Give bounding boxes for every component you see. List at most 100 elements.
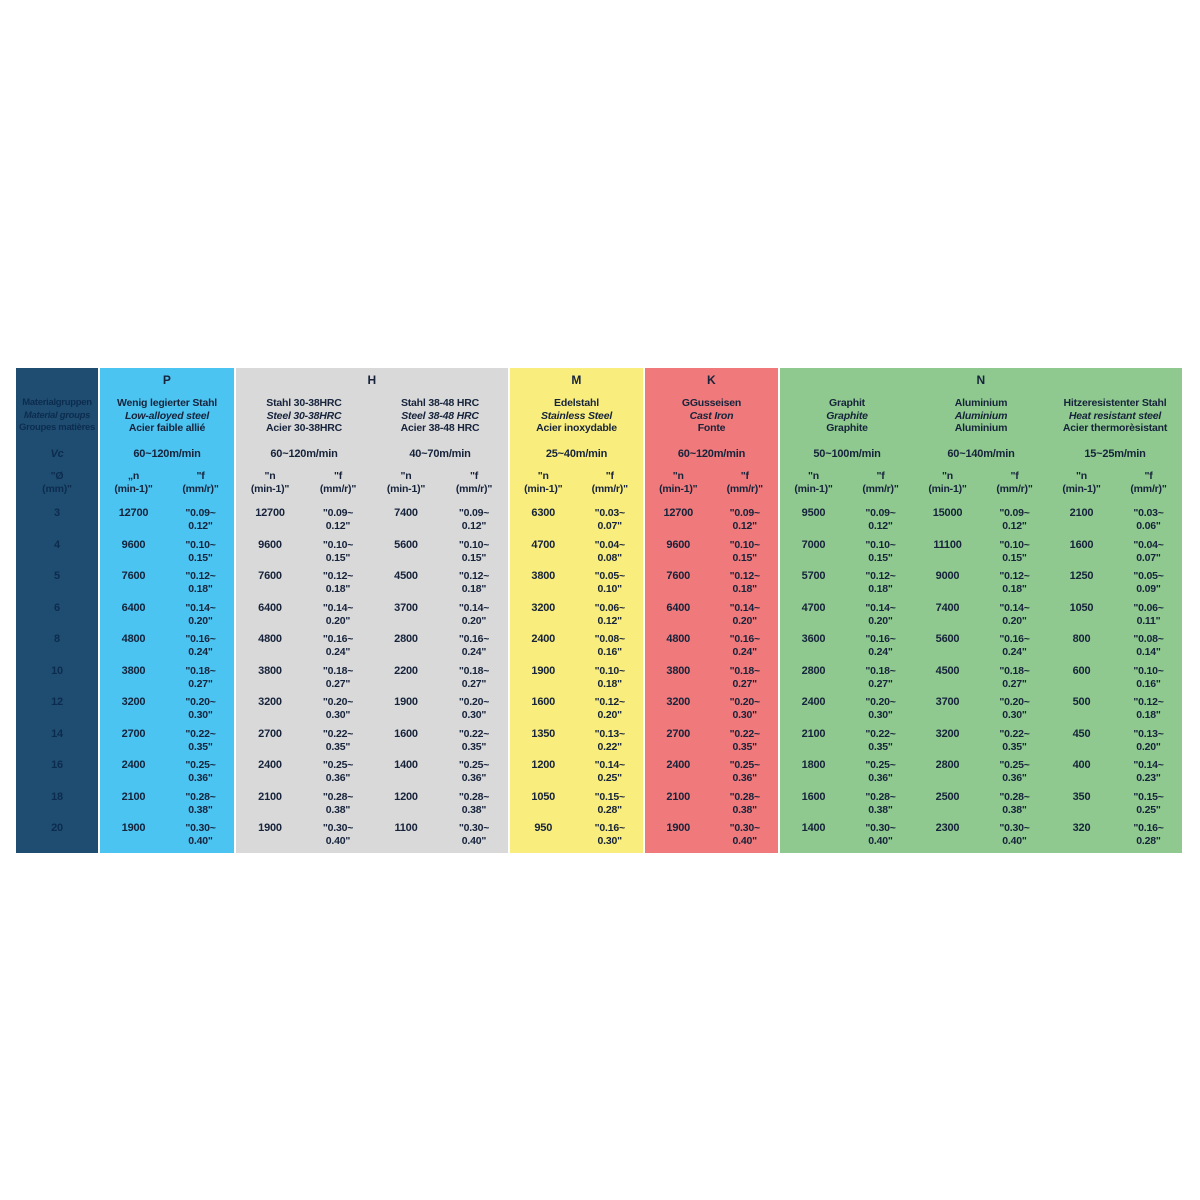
f-range-cell: "0.05~ 0.10" bbox=[594, 570, 626, 595]
n-value-cell: 4700 bbox=[531, 538, 556, 551]
n-value-cell: 2400 bbox=[531, 633, 556, 645]
n-value-cell: 2400 bbox=[258, 759, 282, 771]
data-row: 2700 "0.22~ 0.35" bbox=[236, 727, 372, 759]
n-value-cell: 12700 bbox=[663, 507, 694, 519]
material-name-de: Wenig legierter Stahl bbox=[116, 397, 218, 409]
n-value-cell: 3700 bbox=[394, 601, 418, 614]
f-header: "f (mm/r)" bbox=[1130, 470, 1167, 495]
material-name-de: Graphit bbox=[829, 397, 865, 409]
f-range-cell: "0.12~ 0.18" bbox=[322, 570, 354, 595]
f-range-cell: "0.16~ 0.24" bbox=[865, 633, 896, 658]
f-range-cell: "0.10~ 0.15" bbox=[185, 538, 216, 564]
material-name-fr: Aluminium bbox=[954, 422, 1008, 434]
cutting-speed: 25~40m/min bbox=[545, 448, 608, 460]
f-range-cell: "0.18~ 0.27" bbox=[999, 664, 1030, 690]
nf-header: "n (min-1)" "f (mm/r)" bbox=[1048, 467, 1182, 506]
material-name-en: Steel 30-38HRC bbox=[266, 409, 342, 422]
data-row: 2100 "0.22~ 0.35" bbox=[780, 727, 914, 759]
f-range-cell: "0.09~ 0.12" bbox=[458, 507, 490, 532]
data-row: 6400 "0.14~ 0.20" bbox=[645, 601, 778, 633]
n-value-cell: 6400 bbox=[666, 601, 691, 614]
f-range-cell: "0.12~ 0.18" bbox=[458, 570, 490, 595]
label-column-spacer bbox=[16, 368, 98, 392]
n-value-cell: 12700 bbox=[118, 507, 149, 519]
n-value-cell: 5700 bbox=[801, 570, 826, 582]
data-row: 1800 "0.25~ 0.36" bbox=[780, 758, 914, 790]
f-range-cell: "0.12~ 0.18" bbox=[999, 570, 1030, 595]
f-range-cell: "0.14~ 0.20" bbox=[322, 601, 354, 627]
n-value-cell: 9600 bbox=[666, 538, 691, 551]
data-row: 3200 "0.20~ 0.30" bbox=[100, 695, 234, 727]
f-range-cell: "0.14~ 0.20" bbox=[729, 601, 761, 627]
f-range-cell: "0.22~ 0.35" bbox=[322, 727, 354, 753]
f-range-cell: "0.06~ 0.11" bbox=[1133, 601, 1164, 627]
n-value-cell: 11100 bbox=[933, 538, 962, 551]
diameter-cell: 16 bbox=[51, 759, 63, 771]
n-value-cell: 1900 bbox=[531, 664, 556, 677]
n-value-cell: 1100 bbox=[394, 822, 418, 834]
f-range-cell: "0.10~ 0.15" bbox=[322, 538, 354, 564]
f-range-cell: "0.12~ 0.18" bbox=[865, 570, 896, 595]
n-value-cell: 2400 bbox=[121, 759, 146, 771]
f-range-cell: "0.30~ 0.40" bbox=[865, 822, 896, 847]
f-range-cell: "0.04~ 0.08" bbox=[594, 538, 626, 564]
material-groups-label-en: Material groups bbox=[23, 409, 91, 421]
f-range-cell: "0.10~ 0.15" bbox=[729, 538, 761, 564]
n-value-cell: 2300 bbox=[935, 822, 960, 834]
data-row: 2700 "0.22~ 0.35" bbox=[645, 727, 778, 759]
data-row: 450 "0.13~ 0.20" bbox=[1048, 727, 1182, 759]
f-range-cell: "0.25~ 0.36" bbox=[865, 759, 896, 784]
n-value-cell: 450 bbox=[1072, 727, 1091, 740]
n-value-cell: 9000 bbox=[935, 570, 960, 582]
n-value-cell: 3200 bbox=[121, 696, 146, 708]
n-value-cell: 1900 bbox=[258, 822, 282, 834]
nf-header: "n (min-1)" "f (mm/r)" bbox=[914, 467, 1048, 506]
f-range-cell: "0.16~ 0.24" bbox=[999, 633, 1030, 658]
n-value-cell: 3800 bbox=[258, 664, 282, 677]
data-row: 1250 "0.05~ 0.09" bbox=[1048, 569, 1182, 601]
nf-header: "n (min-1)" "f (mm/r)" bbox=[510, 467, 643, 506]
n-value-cell: 7000 bbox=[801, 538, 826, 551]
data-row: 9600 "0.10~ 0.15" bbox=[645, 538, 778, 570]
material-groups-column: Materialgruppen Material groups Groupes … bbox=[16, 368, 98, 853]
f-range-cell: "0.16~ 0.24" bbox=[458, 633, 490, 658]
data-row: 4800 "0.16~ 0.24" bbox=[100, 632, 234, 664]
material-name-fr: Acier faible allié bbox=[128, 422, 206, 434]
f-range-cell: "0.20~ 0.30" bbox=[458, 696, 490, 721]
f-range-cell: "0.20~ 0.30" bbox=[865, 696, 896, 721]
f-range-cell: "0.18~ 0.27" bbox=[322, 664, 354, 690]
f-range-cell: "0.30~ 0.40" bbox=[999, 822, 1030, 847]
f-range-cell: "0.18~ 0.27" bbox=[865, 664, 896, 690]
f-range-cell: "0.16~ 0.24" bbox=[322, 633, 354, 658]
material-names: Aluminium Aluminium Aluminium bbox=[914, 392, 1048, 441]
material-group-P: P Wenig legierter Stahl Low-alloyed steel A… bbox=[100, 368, 234, 853]
data-row: 3800 "0.18~ 0.27" bbox=[236, 664, 372, 696]
data-row: 12700 "0.09~ 0.12" bbox=[236, 506, 372, 538]
n-value-cell: 1250 bbox=[1069, 570, 1094, 582]
material-subcolumn: Edelstahl Stainless Steel Acier inoxydable… bbox=[510, 392, 643, 853]
data-row: 950 "0.16~ 0.30" bbox=[510, 821, 643, 853]
data-row: 400 "0.14~ 0.23" bbox=[1048, 758, 1182, 790]
data-row: 2100 "0.28~ 0.38" bbox=[236, 790, 372, 822]
n-value-cell: 1050 bbox=[531, 790, 556, 803]
data-row: 12700 "0.09~ 0.12" bbox=[645, 506, 778, 538]
data-row: 9500 "0.09~ 0.12" bbox=[780, 506, 914, 538]
f-range-cell: "0.14~ 0.20" bbox=[999, 601, 1030, 627]
material-names: Stahl 30-38HRC Steel 30-38HRC Acier 30-38H… bbox=[236, 392, 372, 441]
data-row: 2200 "0.18~ 0.27" bbox=[372, 664, 508, 696]
data-row: 3200 "0.20~ 0.30" bbox=[236, 695, 372, 727]
n-value-cell: 3600 bbox=[801, 633, 826, 645]
n-value-cell: 2400 bbox=[666, 759, 691, 771]
diameter-cell: 4 bbox=[54, 538, 60, 551]
data-row: 9600 "0.10~ 0.15" bbox=[236, 538, 372, 570]
f-range-cell: "0.15~ 0.28" bbox=[594, 790, 626, 816]
material-group-H: H Stahl 30-38HRC Steel 30-38HRC Acier 30-38… bbox=[236, 368, 508, 853]
f-range-cell: "0.14~ 0.20" bbox=[185, 601, 216, 627]
n-value-cell: 2500 bbox=[935, 790, 960, 803]
material-groups-label-de: Materialgruppen bbox=[22, 397, 92, 408]
nf-header: "n (min-1)" "f (mm/r)" bbox=[236, 467, 372, 506]
f-range-cell: "0.10~ 0.15" bbox=[458, 538, 490, 564]
n-value-cell: 3800 bbox=[666, 664, 691, 677]
n-value-cell: 6300 bbox=[531, 507, 556, 519]
material-name-en: Aluminium bbox=[954, 409, 1008, 422]
